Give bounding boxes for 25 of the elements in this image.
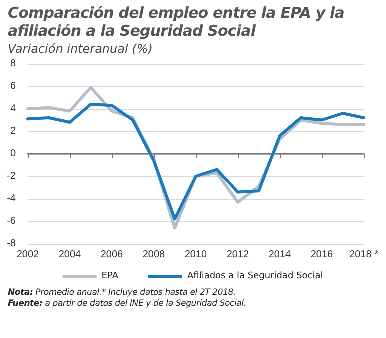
x-tick-label: 2016 — [310, 250, 334, 260]
x-tick-label: 2012 — [226, 250, 250, 260]
line-series — [26, 103, 366, 221]
x-tick-label: 2014 — [268, 250, 292, 260]
y-tick-label: 6 — [10, 81, 16, 92]
x-tick-label: 2010 — [184, 250, 208, 260]
text: Nota: Promedio anual.* Incluye datos hasta el 2T 2018. — [8, 288, 237, 299]
y-tick-label: -6 — [7, 216, 16, 227]
chart-subtitle: Variación interanual (%) — [7, 41, 154, 56]
y-tick-label: -4 — [7, 194, 16, 204]
x-tick-label: 2006 — [100, 250, 124, 260]
y-tick-label: -8 — [7, 238, 16, 250]
y-tick-label: 4 — [10, 104, 16, 114]
legend-label: EPA — [102, 272, 120, 282]
y-tick-label: 2 — [10, 126, 16, 137]
x-tick-label: 2008 — [142, 250, 166, 260]
y-tick-label: 8 — [10, 58, 16, 70]
y-tick-label: 0 — [10, 148, 16, 160]
x-tick-label: 2004 — [58, 250, 82, 260]
source-note: Fuente: a partir de datos del INE y de la Seguridad Social. — [8, 299, 248, 310]
legend-label: Afiliados a la Seguridad Social — [187, 272, 324, 282]
chart-title: Comparación del empleo entre la EPA y la afiliación a la Seguridad Social — [7, 3, 346, 40]
x-tick-label: 2018 * — [350, 250, 379, 260]
x-tick-label: 2002 — [16, 250, 40, 260]
y-tick-label: -2 — [7, 171, 16, 182]
